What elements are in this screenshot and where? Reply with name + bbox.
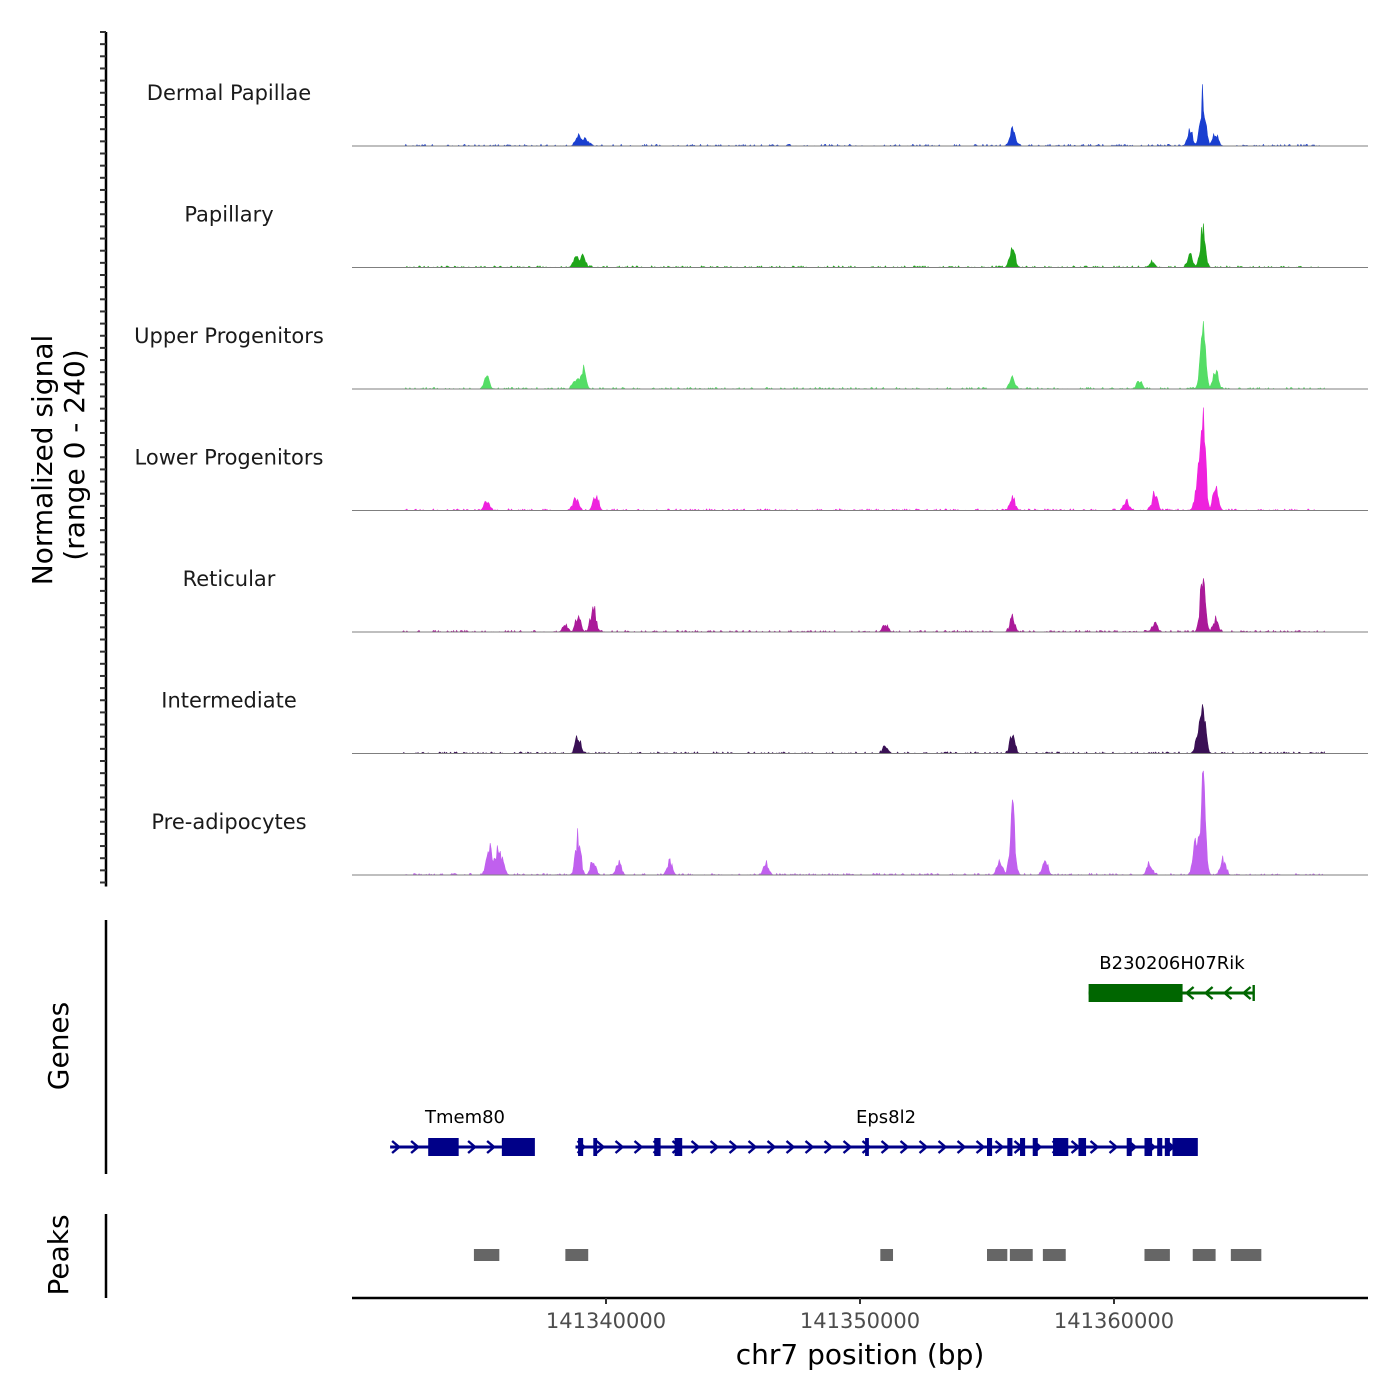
signal-area	[402, 407, 1325, 512]
gene-exon	[1032, 1138, 1038, 1156]
strand-chevron	[728, 1140, 739, 1154]
track-pre-adipocytes: Pre-adipocytes	[100, 760, 1368, 884]
peak-region	[1230, 1249, 1262, 1261]
signal-area	[402, 770, 1325, 876]
strand-chevron	[1222, 986, 1233, 1000]
y-axis-title: Normalized signal	[26, 335, 59, 586]
strand-chevron	[410, 1140, 420, 1154]
signal-area	[402, 321, 1326, 390]
gene-eps8l2: Eps8l2	[575, 1107, 1198, 1156]
gene-label: B230206H07Rik	[1099, 953, 1245, 974]
track-label: Papillary	[184, 203, 273, 227]
peak-region	[473, 1249, 500, 1261]
gene-exon	[578, 1138, 584, 1156]
gene-exon	[1144, 1138, 1153, 1156]
genes-axis-title: Genes	[42, 1002, 75, 1090]
peak-region	[1009, 1249, 1033, 1261]
track-upper-progenitors: Upper Progenitors	[100, 274, 1368, 398]
x-axis-ticks: 141340000 141350000 141360000	[546, 1298, 1174, 1333]
peaks-axis-title: Peaks	[42, 1214, 75, 1295]
gene-exon	[1126, 1138, 1132, 1156]
gene-exon	[674, 1138, 683, 1156]
peak-region	[565, 1249, 589, 1261]
strand-chevron	[804, 1140, 815, 1154]
strand-chevron	[766, 1140, 777, 1154]
x-tick-label: 141350000	[800, 1309, 920, 1333]
strand-chevron	[918, 1140, 929, 1154]
gene-label: Tmem80	[424, 1107, 505, 1128]
strand-chevron	[467, 1140, 477, 1154]
strand-chevron	[486, 1140, 496, 1154]
strand-chevron	[899, 1140, 910, 1154]
track-intermediate: Intermediate	[100, 638, 1368, 762]
strand-chevron	[937, 1140, 948, 1154]
track-dermal-papillae: Dermal Papillae	[100, 31, 1368, 155]
gene-exon	[1078, 1138, 1087, 1156]
gene-exon	[865, 1138, 869, 1156]
gene-exon	[987, 1138, 993, 1156]
y-axis-subtitle: (range 0 - 240)	[58, 349, 91, 560]
peak-region	[880, 1249, 894, 1261]
signal-area	[402, 578, 1326, 633]
gene-exon	[1088, 984, 1183, 1002]
gene-exon	[1007, 1138, 1013, 1156]
gene-label: Eps8l2	[856, 1107, 916, 1128]
gene-exon	[593, 1138, 598, 1156]
track-reticular: Reticular	[100, 517, 1368, 641]
strand-chevron	[1203, 986, 1214, 1000]
signal-area	[402, 704, 1326, 755]
gene-exon	[1172, 1138, 1198, 1156]
strand-chevron	[633, 1140, 644, 1154]
gene-exon	[1157, 1138, 1163, 1156]
gene-annotations: B230206H07Rik Tmem80 Eps8l2	[390, 953, 1255, 1156]
track-papillary: Papillary	[100, 152, 1368, 276]
peak-regions	[473, 1249, 1262, 1261]
track-label: Lower Progenitors	[135, 446, 324, 470]
signal-area	[402, 223, 1325, 269]
track-label: Pre-adipocytes	[151, 810, 306, 834]
strand-chevron	[690, 1140, 701, 1154]
track-lower-progenitors: Lower Progenitors	[100, 395, 1368, 519]
strand-chevron	[956, 1140, 967, 1154]
strand-chevron	[391, 1140, 401, 1154]
gene-tmem80: Tmem80	[390, 1107, 535, 1156]
gene-exon	[1164, 1138, 1170, 1156]
signal-area	[402, 84, 1325, 147]
x-axis-title: chr7 position (bp)	[736, 1338, 985, 1371]
coverage-tracks: Dermal Papillae Papillary Upper Progenitor…	[100, 31, 1368, 887]
strand-chevron	[861, 1140, 872, 1154]
gene-exon	[1020, 1138, 1026, 1156]
peak-region	[1144, 1249, 1170, 1261]
strand-chevron	[823, 1140, 834, 1154]
strand-chevron	[614, 1140, 625, 1154]
track-label: Dermal Papillae	[147, 81, 311, 105]
strand-chevron	[747, 1140, 758, 1154]
strand-chevron	[709, 1140, 720, 1154]
strand-chevron	[842, 1140, 853, 1154]
strand-chevron	[785, 1140, 796, 1154]
strand-chevron	[975, 1140, 986, 1154]
strand-chevron	[1108, 1140, 1119, 1154]
strand-chevron	[1241, 986, 1252, 1000]
strand-chevron	[1089, 1140, 1100, 1154]
strand-chevron	[595, 1140, 606, 1154]
track-label: Reticular	[183, 567, 276, 591]
gene-exon	[428, 1138, 459, 1156]
x-tick-label: 141340000	[546, 1309, 666, 1333]
strand-chevron	[880, 1140, 891, 1154]
track-label: Intermediate	[161, 689, 297, 713]
gene-exon	[501, 1138, 535, 1156]
peak-region	[1192, 1249, 1216, 1261]
gene-b230206h07rik: B230206H07Rik	[1088, 953, 1255, 1002]
track-label: Upper Progenitors	[134, 324, 324, 348]
gene-exon	[654, 1138, 661, 1156]
peak-region	[1042, 1249, 1066, 1261]
strand-chevron	[1184, 986, 1195, 1000]
strand-chevron	[994, 1140, 1005, 1154]
x-tick-label: 141360000	[1054, 1309, 1174, 1333]
peak-region	[987, 1249, 1008, 1261]
gene-exon	[1053, 1138, 1069, 1156]
